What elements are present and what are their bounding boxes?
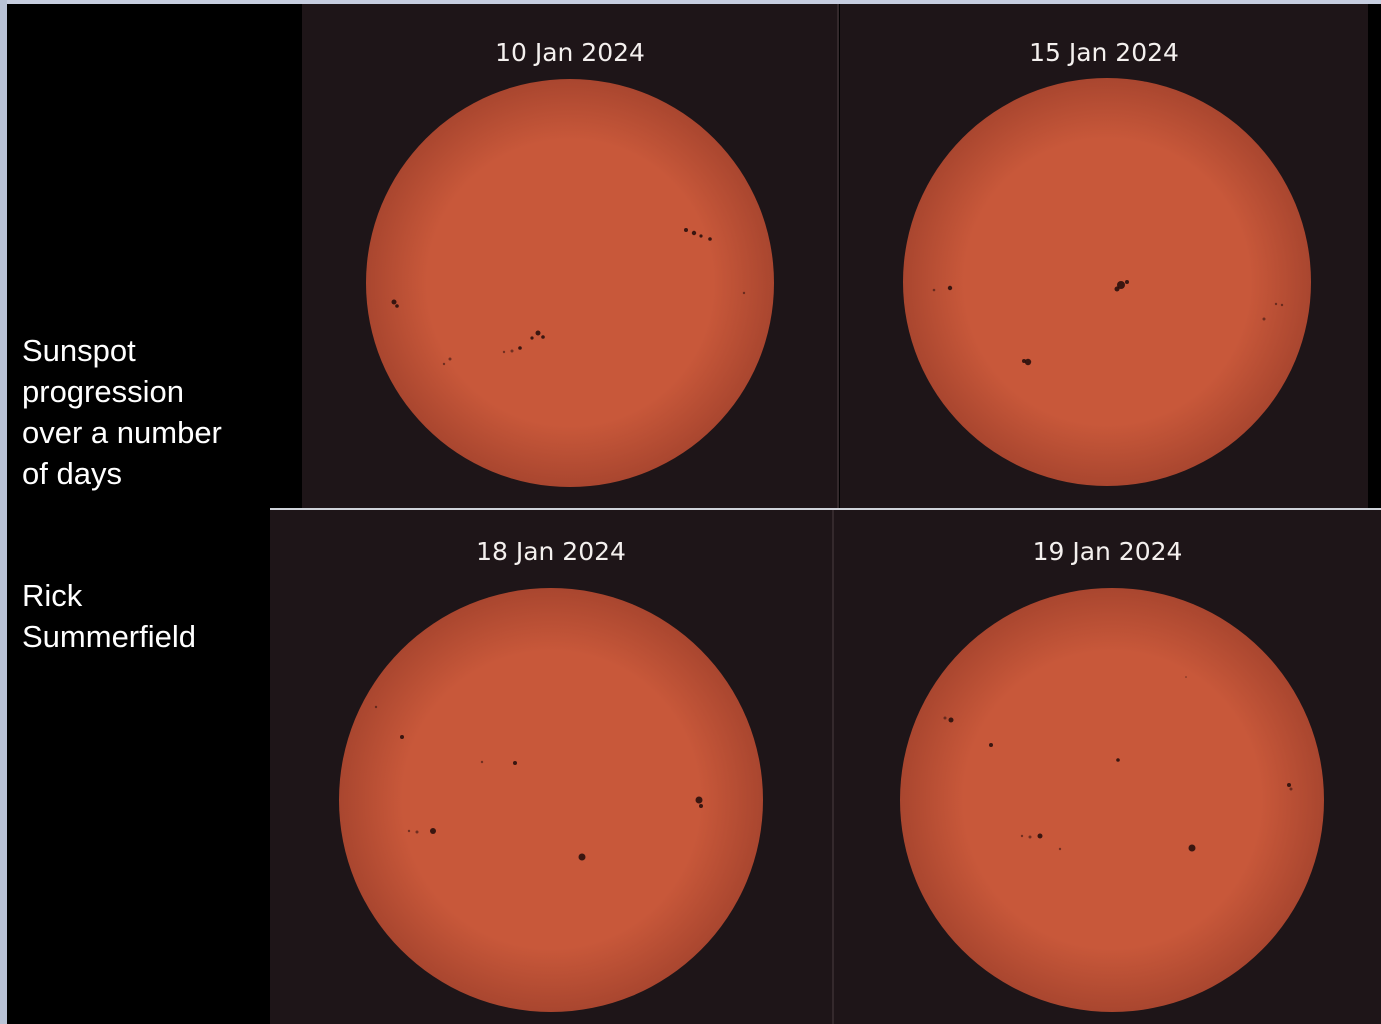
sunspot <box>1280 303 1284 307</box>
panel-date-label: 10 Jan 2024 <box>495 38 645 67</box>
sunspot <box>518 346 522 350</box>
panel-date-label: 18 Jan 2024 <box>476 537 626 566</box>
sun-disc <box>339 588 763 1012</box>
sunspot <box>502 350 506 354</box>
sunspot <box>374 705 378 709</box>
sunspot <box>415 830 419 834</box>
sunspot <box>691 230 697 236</box>
sunspot <box>1058 847 1062 851</box>
sunspot <box>932 288 936 292</box>
panel-date-label: 19 Jan 2024 <box>1032 537 1183 566</box>
sunspot <box>442 362 446 366</box>
sun-disc-image <box>366 79 774 487</box>
sunspot <box>708 237 712 241</box>
sun-disc-image <box>339 588 763 1012</box>
sunspot <box>407 829 411 833</box>
sunspot <box>400 735 404 739</box>
sunspot <box>1274 302 1278 306</box>
sunspot <box>510 349 514 353</box>
sunspot <box>391 299 397 305</box>
window-frame-top <box>0 0 1381 4</box>
sunspot <box>989 743 993 747</box>
sunspot <box>530 336 534 340</box>
sunspot <box>1262 317 1266 321</box>
sunspot <box>1114 286 1120 292</box>
sun-photo-panel: 15 Jan 2024 <box>840 4 1368 508</box>
sunspot <box>947 285 953 291</box>
sunspot <box>448 357 452 361</box>
sunspot <box>1116 758 1120 762</box>
sunspot <box>1117 281 1125 289</box>
sun-disc <box>903 78 1311 486</box>
sunspot <box>699 234 703 238</box>
panel-divider <box>837 4 839 508</box>
sun-disc <box>900 588 1324 1012</box>
sunspot <box>535 330 541 336</box>
panel-divider <box>832 510 834 1024</box>
sunspot <box>1185 676 1187 678</box>
sun-photo-panel: 18 Jan 2024 <box>270 510 832 1024</box>
sunspot <box>684 228 688 232</box>
sunspot <box>1028 835 1032 839</box>
sunspot <box>1022 359 1026 363</box>
window-frame-left <box>0 0 7 1024</box>
sunspot <box>943 716 947 720</box>
sunspot <box>699 804 703 808</box>
sun-disc-image <box>903 78 1311 486</box>
sunspot <box>742 291 746 295</box>
slide-title: Sunspot progression over a number of day… <box>22 333 222 491</box>
sunspot <box>1289 787 1293 791</box>
sunspot <box>395 304 399 308</box>
sunspot <box>430 828 436 834</box>
photo-credit: Rick Summerfield <box>22 578 196 654</box>
panel-date-label: 15 Jan 2024 <box>1029 38 1179 67</box>
sunspot <box>1287 783 1291 787</box>
panel-divider <box>270 508 1381 510</box>
sun-disc <box>366 79 774 487</box>
sun-disc-image <box>900 588 1324 1012</box>
sunspot <box>541 335 545 339</box>
sunspot <box>1020 834 1024 838</box>
sunspot <box>1037 833 1043 839</box>
sunspot <box>578 853 586 861</box>
sunspot <box>480 760 484 764</box>
sunspot <box>513 761 517 765</box>
sunspot <box>695 796 703 804</box>
sunspot <box>1024 358 1032 366</box>
sun-photo-panel: 10 Jan 2024 <box>302 4 838 508</box>
sunspot <box>1125 280 1129 284</box>
sunspot <box>1188 844 1196 852</box>
sunspot <box>948 717 954 723</box>
sun-photo-panel: 19 Jan 2024 <box>834 510 1381 1024</box>
